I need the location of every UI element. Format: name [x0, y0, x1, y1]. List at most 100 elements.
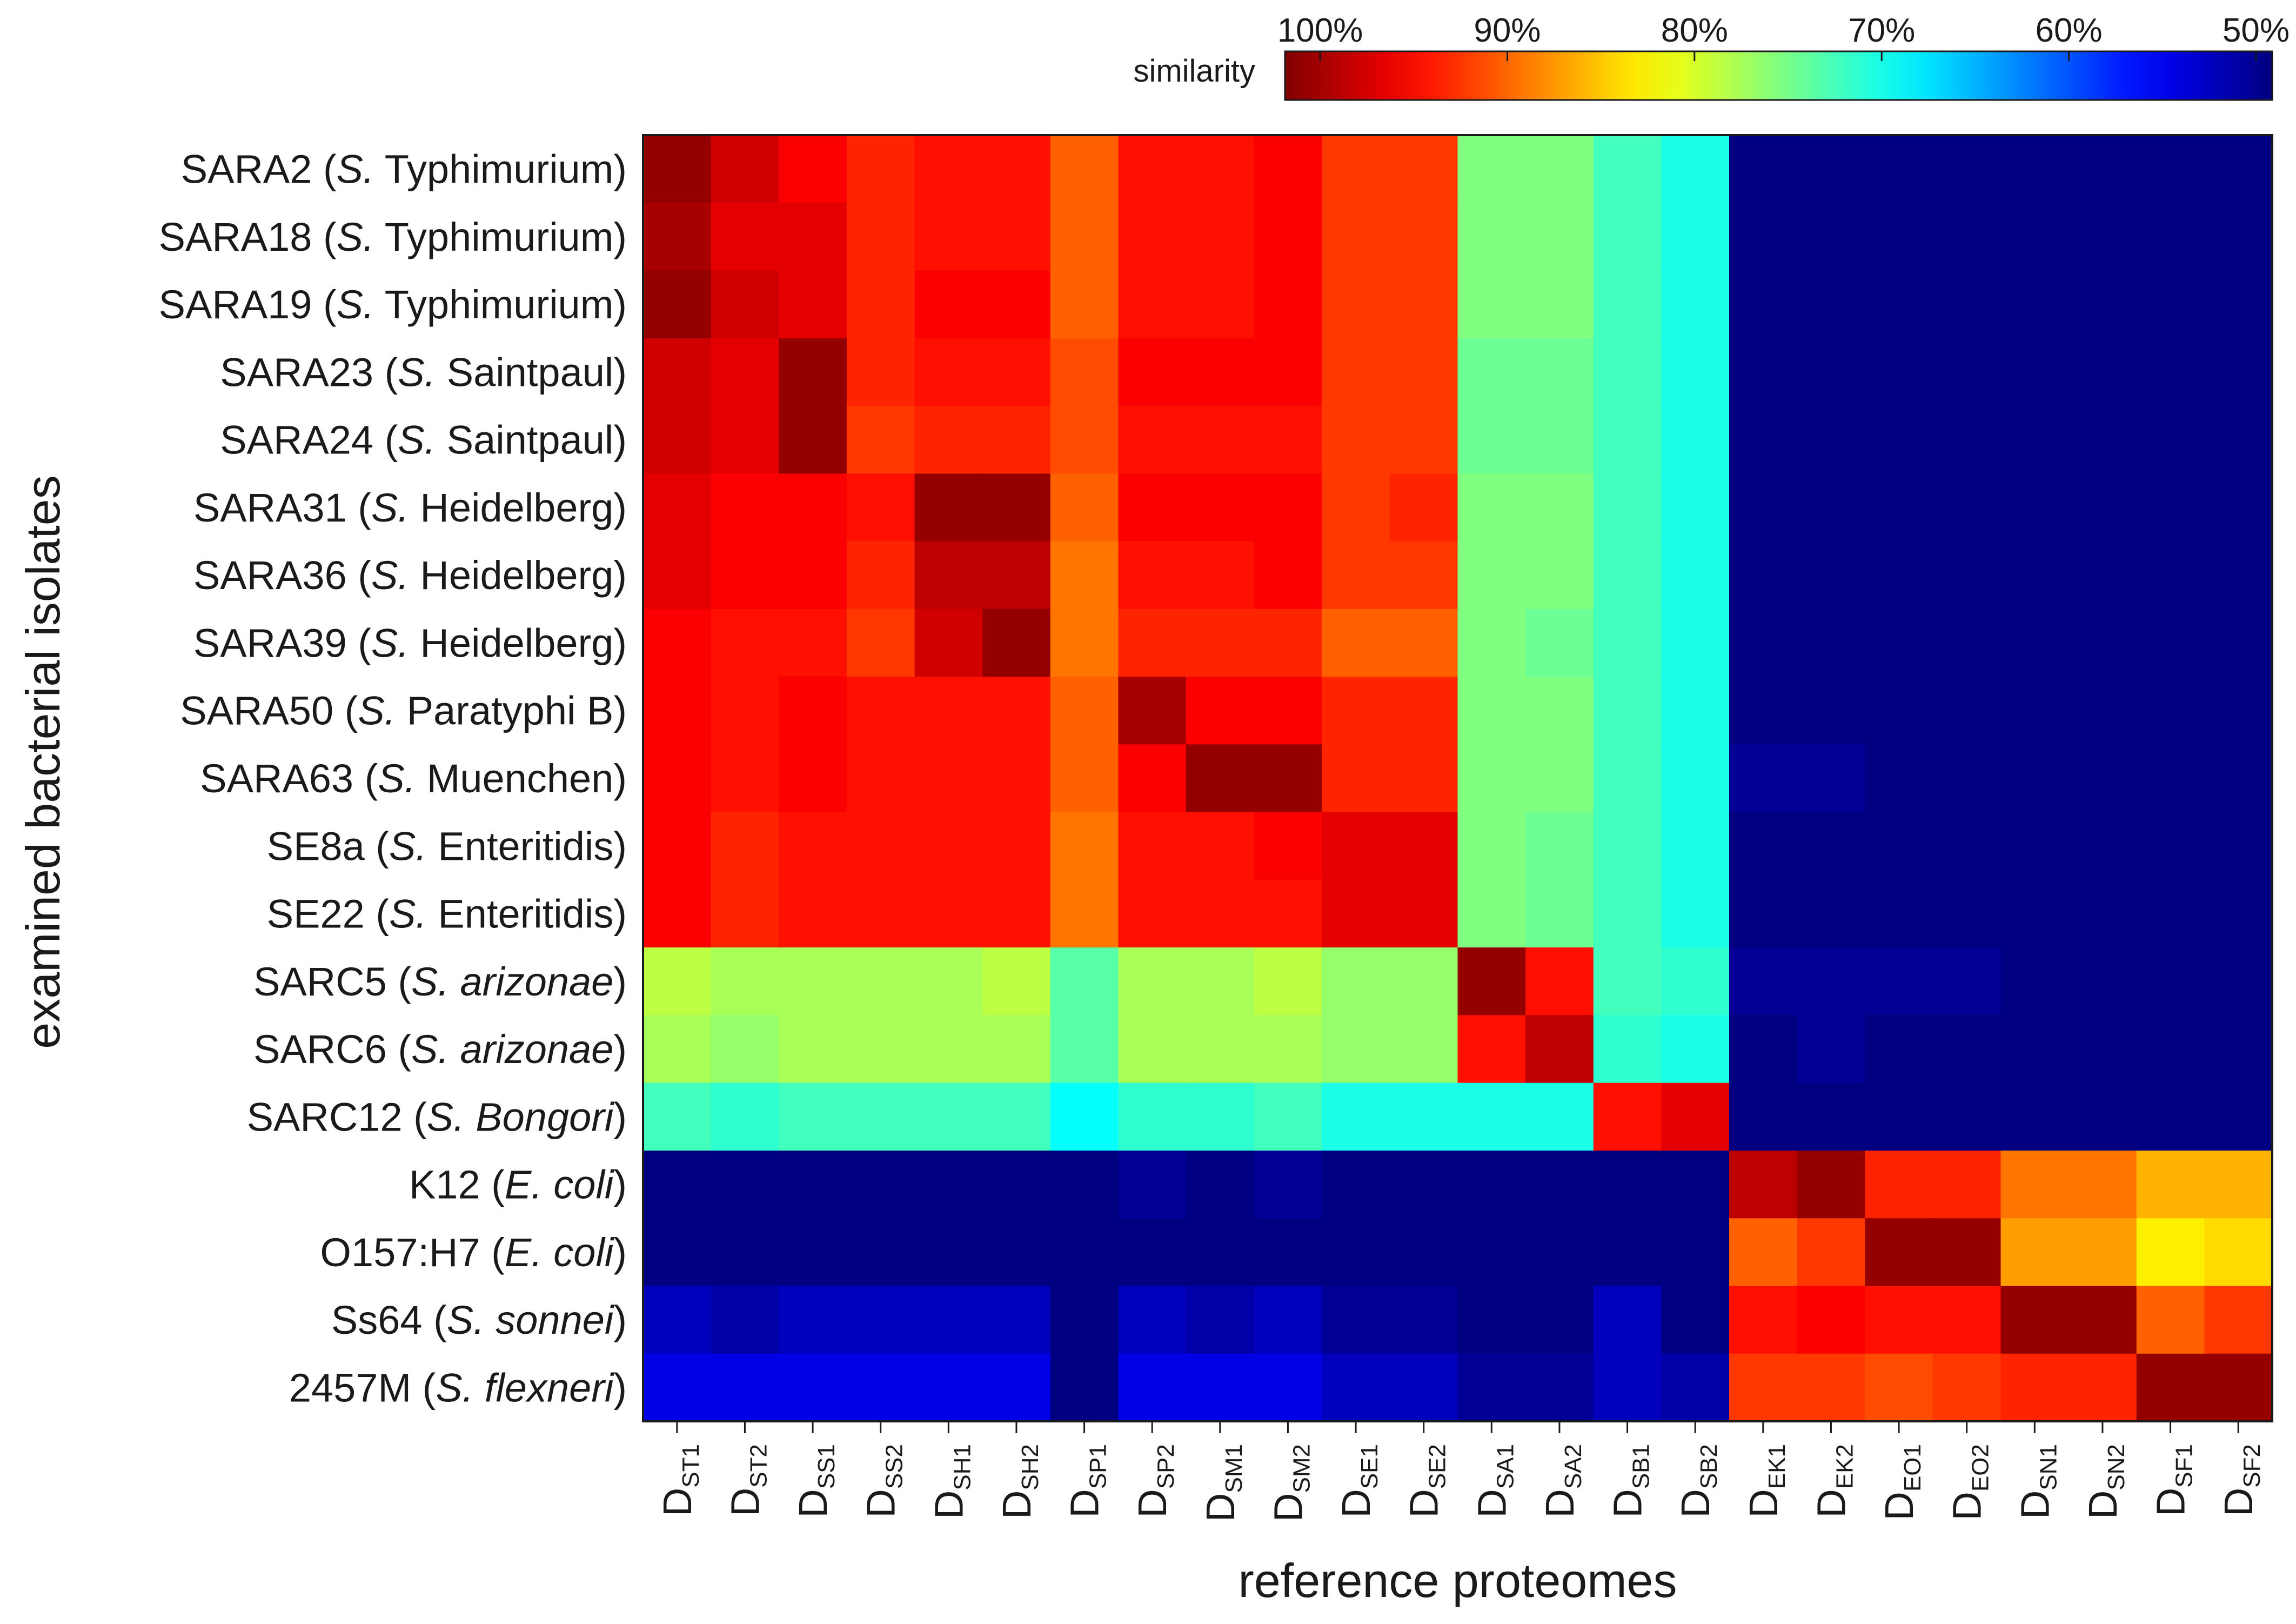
heatmap-cell — [1118, 812, 1187, 880]
heatmap-cell — [711, 879, 780, 948]
colorbar-tick-label: 100% — [1277, 12, 1363, 49]
heatmap-cell — [1865, 1353, 1933, 1422]
heatmap-cell — [1797, 1150, 1866, 1219]
heatmap-cell — [1661, 203, 1730, 271]
heatmap-cell — [779, 947, 847, 1016]
heatmap-cell — [1457, 473, 1526, 542]
heatmap-cell — [1593, 879, 1662, 948]
heatmap-cell — [643, 812, 712, 880]
heatmap-cell — [1661, 677, 1730, 745]
heatmap-cell — [1865, 406, 1933, 474]
heatmap-cell — [643, 541, 712, 610]
heatmap-cell — [1525, 677, 1594, 745]
heatmap-cell — [1865, 135, 1933, 204]
heatmap-cell — [1118, 270, 1187, 339]
heatmap-cell — [643, 406, 712, 474]
heatmap-cell — [1865, 812, 1933, 880]
heatmap-cell — [1797, 135, 1866, 204]
heatmap-cell — [2204, 406, 2273, 474]
column-labels: DST1 DST2 DSS1 DSS2 DSH1 DSH2 DSP1 DSP2 DSM1 DSM2… — [655, 1444, 2265, 1522]
heatmap-cell — [1457, 677, 1526, 745]
heatmap-cell — [1593, 812, 1662, 880]
heatmap-cell — [1118, 677, 1187, 745]
heatmap-cell — [1050, 1286, 1119, 1354]
heatmap-cell — [1661, 879, 1730, 948]
heatmap-cell — [1525, 270, 1594, 339]
row-label: SARA50 (S. Paratyphi B) — [180, 689, 627, 733]
heatmap-cell — [2069, 406, 2137, 474]
heatmap-cell — [914, 1150, 983, 1219]
heatmap-cell — [982, 947, 1051, 1016]
heatmap-cell — [643, 947, 712, 1016]
heatmap-cell — [1322, 1218, 1390, 1287]
heatmap-cell — [914, 1015, 983, 1084]
heatmap-cell — [779, 879, 847, 948]
heatmap-cell — [1661, 744, 1730, 813]
heatmap-cell — [1254, 1082, 1323, 1151]
heatmap-cell — [1661, 812, 1730, 880]
heatmap-cell — [1322, 1286, 1390, 1354]
heatmap-cell — [1186, 812, 1255, 880]
heatmap-cell — [2069, 1082, 2137, 1151]
heatmap-cell — [1118, 203, 1187, 271]
heatmap-cell — [1932, 1015, 2002, 1084]
heatmap-cell — [846, 338, 915, 406]
heatmap-cell — [1322, 1082, 1390, 1151]
heatmap-cell — [2000, 677, 2069, 745]
heatmap-cell — [1254, 135, 1323, 204]
heatmap-cell — [779, 1353, 847, 1422]
heatmap-cell — [1729, 1353, 1798, 1422]
heatmap-cell — [2000, 270, 2069, 339]
heatmap-cell — [2204, 541, 2273, 610]
heatmap-cell — [2136, 541, 2205, 610]
heatmap-cell — [846, 1082, 915, 1151]
heatmap-cell — [779, 338, 847, 406]
heatmap-cell — [1593, 1286, 1662, 1354]
heatmap-cell — [779, 1286, 847, 1354]
heatmap-cell — [1050, 1353, 1119, 1422]
heatmap-cell — [2000, 338, 2069, 406]
heatmap-cell — [1593, 203, 1662, 271]
heatmap-cell — [1186, 879, 1255, 948]
heatmap-cell — [982, 1015, 1051, 1084]
heatmap-cell — [1118, 473, 1187, 542]
heatmap-cell — [1050, 338, 1119, 406]
heatmap-cell — [779, 406, 847, 474]
heatmap-cell — [1389, 1286, 1458, 1354]
heatmap-cell — [982, 270, 1051, 339]
heatmap-cell — [779, 609, 847, 677]
column-label: DSS1 — [791, 1444, 840, 1518]
heatmap-cell — [2000, 947, 2069, 1016]
heatmap-cell — [1932, 270, 2002, 339]
heatmap-cell — [1389, 879, 1458, 948]
heatmap-cell — [1932, 338, 2002, 406]
heatmap-cell — [1322, 947, 1390, 1016]
heatmap-cell — [1593, 135, 1662, 204]
heatmap-cell — [2204, 812, 2273, 880]
heatmap-cell — [779, 473, 847, 542]
heatmap-cell — [1729, 677, 1798, 745]
y-axis-title: examined bacterial isolates — [16, 475, 70, 1048]
heatmap-cell — [2136, 135, 2205, 204]
heatmap-cell — [711, 677, 780, 745]
heatmap-cell — [1118, 1218, 1187, 1287]
heatmap-cell — [1525, 1015, 1594, 1084]
plot-frame — [642, 134, 2273, 1422]
heatmap-cell — [1797, 473, 1866, 542]
heatmap-cell — [846, 879, 915, 948]
heatmap-cell — [1389, 744, 1458, 813]
heatmap-cell — [1186, 473, 1255, 542]
heatmap-cell — [2000, 1353, 2069, 1422]
heatmap-cell — [1389, 677, 1458, 745]
heatmap-cell — [1932, 812, 2002, 880]
heatmap-cell — [1525, 744, 1594, 813]
heatmap-cell — [846, 677, 915, 745]
heatmap-cell — [2136, 1015, 2205, 1084]
heatmap-cell — [1050, 541, 1119, 610]
heatmap-cell — [1322, 1353, 1390, 1422]
heatmap-cell — [1254, 406, 1323, 474]
heatmap-cell — [2204, 609, 2273, 677]
heatmap-cell — [1932, 744, 2002, 813]
heatmap-cell — [1729, 203, 1798, 271]
heatmap-cell — [1457, 1218, 1526, 1287]
